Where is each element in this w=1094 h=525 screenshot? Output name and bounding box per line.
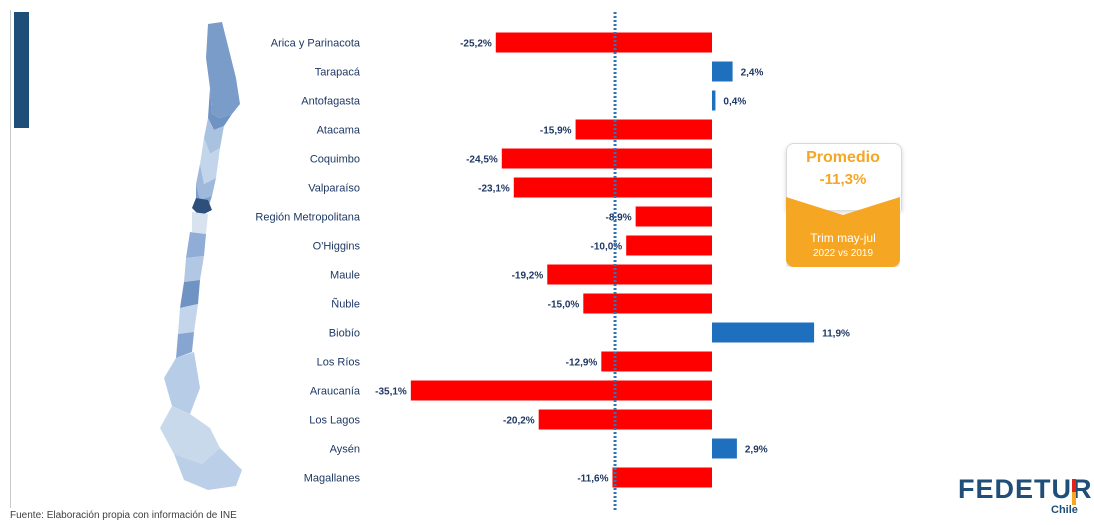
category-label: Región Metropolitana bbox=[255, 212, 360, 224]
callout-top-panel bbox=[786, 143, 902, 210]
bar bbox=[501, 148, 712, 169]
chile-regions-map-icon bbox=[160, 22, 242, 490]
category-label: Aysén bbox=[330, 444, 360, 456]
callout-title: Promedio bbox=[806, 149, 880, 166]
value-label: 11,9% bbox=[822, 329, 850, 340]
value-label: 0,4% bbox=[723, 97, 746, 108]
category-label: Valparaíso bbox=[308, 183, 360, 195]
callout-value: -11,3% bbox=[819, 171, 867, 188]
logo-stripe bbox=[1072, 479, 1076, 505]
value-label: -15,9% bbox=[540, 126, 572, 137]
value-label: -15,0% bbox=[548, 300, 580, 311]
category-label: Magallanes bbox=[304, 473, 361, 485]
category-label: Tarapacá bbox=[315, 67, 361, 79]
accent-bar bbox=[14, 12, 29, 128]
logo-brand: FEDETUR bbox=[958, 474, 1093, 504]
callout-period: Trim may-jul bbox=[810, 231, 876, 245]
category-label: Los Ríos bbox=[317, 357, 361, 369]
value-label: -24,5% bbox=[466, 155, 498, 166]
value-label: -25,2% bbox=[460, 39, 492, 50]
bar bbox=[575, 119, 712, 140]
category-label: Atacama bbox=[317, 125, 361, 137]
category-label: Coquimbo bbox=[310, 154, 360, 166]
category-label: Ñuble bbox=[331, 298, 360, 311]
bar bbox=[626, 235, 712, 256]
category-label: Antofagasta bbox=[301, 96, 361, 108]
value-label: -35,1% bbox=[375, 387, 407, 398]
bar bbox=[410, 380, 712, 401]
value-label: 2,4% bbox=[741, 68, 764, 79]
value-label: -10,0% bbox=[591, 242, 623, 253]
bar bbox=[495, 32, 712, 53]
category-label: Araucanía bbox=[310, 386, 361, 398]
bar bbox=[612, 467, 712, 488]
category-label: Maule bbox=[330, 270, 360, 282]
value-label: -12,9% bbox=[566, 358, 598, 369]
bar bbox=[712, 90, 716, 111]
value-label: -11,6% bbox=[577, 474, 608, 485]
category-label: Los Lagos bbox=[309, 415, 360, 427]
left-border-line bbox=[10, 10, 11, 508]
bar bbox=[712, 322, 815, 343]
value-label: -23,1% bbox=[478, 184, 510, 195]
value-label: 2,9% bbox=[745, 445, 768, 456]
value-label: -8,9% bbox=[606, 213, 632, 224]
callout-comparison: 2022 vs 2019 bbox=[812, 248, 874, 259]
value-label: -20,2% bbox=[503, 416, 535, 427]
average-callout: Promedio -11,3% Trim may-jul 2022 vs 201… bbox=[786, 143, 902, 267]
source-note: Fuente: Elaboración propia con informaci… bbox=[10, 510, 237, 521]
logo-country: Chile bbox=[1051, 504, 1078, 516]
bar bbox=[712, 438, 737, 459]
bar bbox=[712, 61, 733, 82]
category-label: Arica y Parinacota bbox=[271, 38, 361, 50]
value-label: -19,2% bbox=[512, 271, 544, 282]
category-label: O'Higgins bbox=[313, 241, 361, 253]
bar bbox=[601, 351, 712, 372]
bar bbox=[547, 264, 712, 285]
bar bbox=[635, 206, 712, 227]
bar bbox=[583, 293, 712, 314]
bar bbox=[538, 409, 712, 430]
fedetur-logo: FEDETUR Chile bbox=[958, 474, 1092, 518]
bar bbox=[513, 177, 712, 198]
category-label: Biobío bbox=[329, 328, 360, 340]
